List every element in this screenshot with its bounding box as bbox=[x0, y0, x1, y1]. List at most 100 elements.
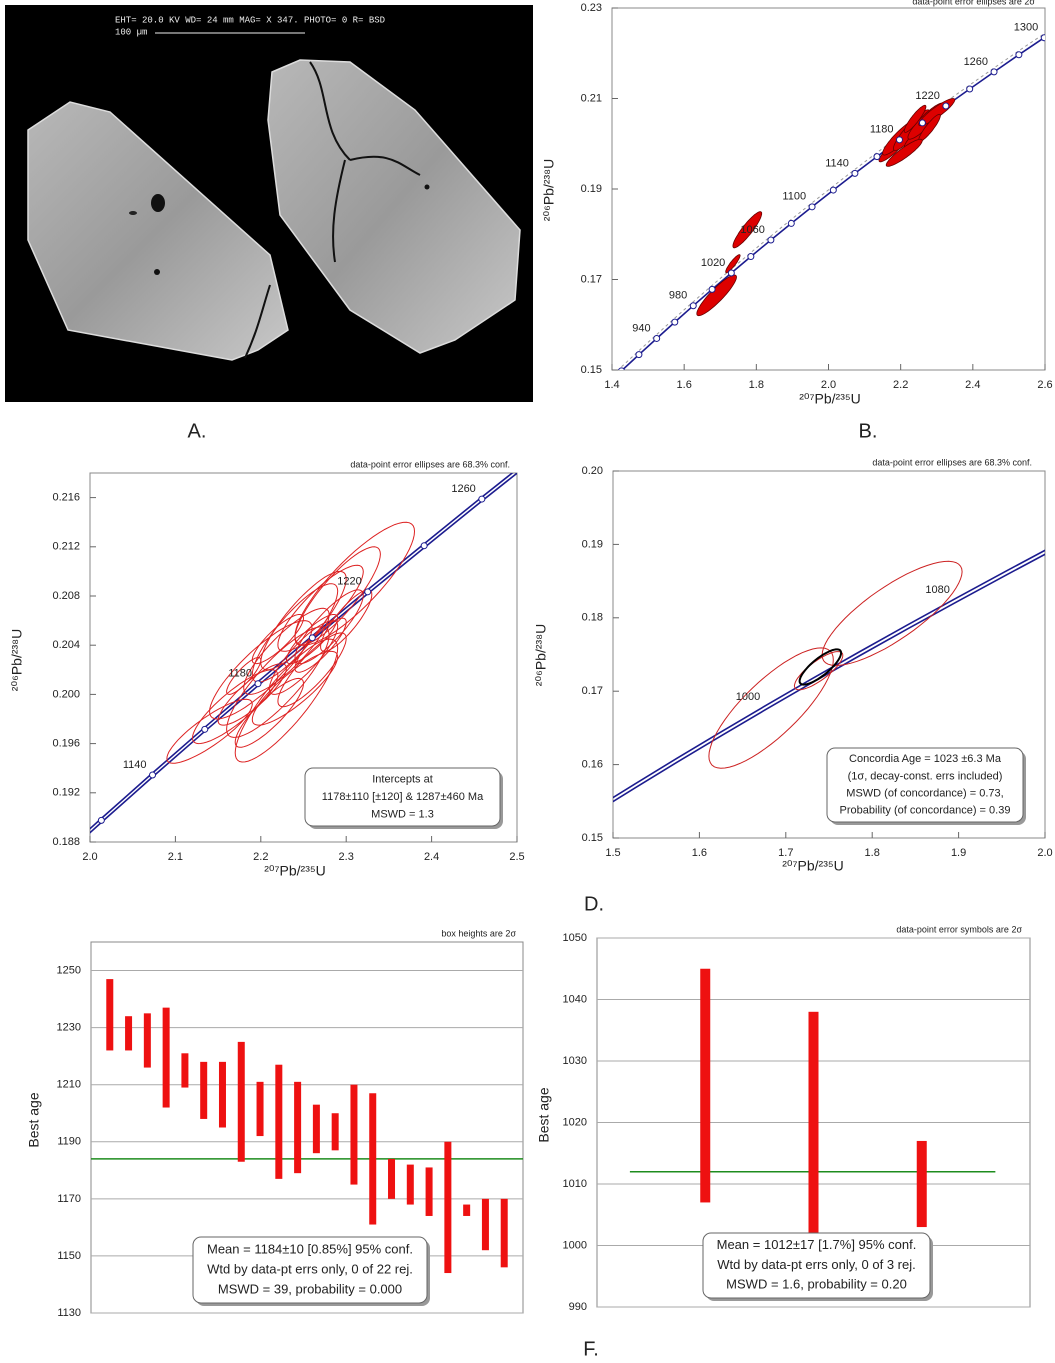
x-tick-label: 1.5 bbox=[605, 847, 620, 859]
age-marker bbox=[149, 771, 157, 779]
y-tick-label: 0.19 bbox=[582, 538, 603, 550]
inclusion bbox=[424, 184, 430, 190]
plot-area: 940 980 1020 1060 1100 1140 1180 1220 1260 1300 bbox=[618, 22, 1045, 370]
plot-area: 1140 1180 1220 1260 bbox=[90, 473, 517, 834]
chart-panel: data-point error symbols are 2σ 990 1000 10… bbox=[536, 924, 1031, 1313]
age-label: 1060 bbox=[740, 224, 764, 236]
error-ellipse bbox=[725, 254, 741, 274]
concordia-curve bbox=[90, 473, 514, 830]
annotation-text: Wtd by data-pt errs only, 0 of 3 rej. bbox=[717, 1257, 915, 1272]
age-label: 940 bbox=[632, 322, 650, 334]
age-marker bbox=[990, 68, 998, 76]
y-tick-label: 0.18 bbox=[582, 612, 603, 624]
annotation-text: Concordia Age = 1023 ±6.3 Ma bbox=[849, 753, 1002, 765]
x-tick-label: 2.5 bbox=[509, 851, 524, 863]
annotation-text: Intercepts at bbox=[372, 773, 433, 785]
x-tick-label: 1.8 bbox=[865, 847, 880, 859]
plot-area bbox=[629, 968, 996, 1234]
age-marker bbox=[308, 634, 316, 642]
age-box bbox=[369, 1093, 377, 1225]
error-ellipse bbox=[209, 620, 313, 720]
age-box bbox=[388, 1158, 396, 1199]
age-marker bbox=[808, 203, 816, 211]
age-box bbox=[444, 1141, 452, 1274]
error-ellipse bbox=[251, 614, 305, 665]
x-tick-label: 1.8 bbox=[749, 379, 764, 391]
error-ellipse bbox=[320, 589, 373, 652]
panel-label: B. bbox=[859, 420, 878, 442]
y-tick-label: 1050 bbox=[563, 932, 587, 944]
age-marker bbox=[1040, 34, 1045, 42]
error-ellipse bbox=[294, 521, 416, 646]
x-tick-label: 2.2 bbox=[893, 379, 908, 391]
age-box bbox=[181, 1053, 189, 1088]
age-marker bbox=[873, 153, 881, 161]
chart-title: data-point error ellipses are 2σ bbox=[912, 0, 1035, 6]
y-tick-label: 0.216 bbox=[52, 492, 80, 504]
age-marker bbox=[689, 302, 697, 310]
y-tick-label: 0.212 bbox=[52, 541, 80, 553]
age-label: 1100 bbox=[782, 191, 806, 203]
age-marker bbox=[254, 680, 262, 688]
x-tick-label: 2.4 bbox=[965, 379, 980, 391]
age-box bbox=[916, 1140, 927, 1228]
x-tick-label: 2.0 bbox=[1037, 847, 1052, 859]
age-marker bbox=[767, 236, 775, 244]
y-tick-label: 1150 bbox=[57, 1250, 81, 1262]
age-marker bbox=[618, 367, 625, 370]
age-label: 1140 bbox=[123, 759, 147, 771]
age-marker bbox=[1015, 51, 1023, 59]
chart-title: box heights are 2σ bbox=[441, 928, 516, 938]
age-label: 1220 bbox=[915, 90, 939, 102]
age-box bbox=[106, 979, 114, 1051]
annotation-text: 1178±110 [±120] & 1287±460 Ma bbox=[322, 791, 484, 803]
age-marker bbox=[635, 351, 643, 359]
age-marker bbox=[918, 119, 926, 127]
age-box bbox=[256, 1081, 264, 1137]
panel-label: D. bbox=[584, 893, 604, 915]
age-marker bbox=[829, 186, 837, 194]
age-marker bbox=[201, 725, 209, 733]
concordia-age-ellipse bbox=[798, 648, 843, 686]
age-marker bbox=[895, 136, 903, 144]
x-tick-label: 2.0 bbox=[82, 851, 97, 863]
y-tick-label: 0.204 bbox=[52, 639, 80, 651]
y-tick-label: 1170 bbox=[57, 1193, 81, 1205]
age-box bbox=[237, 1041, 245, 1162]
age-box bbox=[425, 1167, 433, 1216]
age-box bbox=[125, 1016, 133, 1051]
chart-panel: data-point error ellipses are 68.3% conf… bbox=[533, 457, 1053, 873]
sem-scale: 100 µm bbox=[115, 27, 147, 37]
age-marker bbox=[671, 318, 679, 326]
plot-area: 1000 1080 bbox=[613, 549, 1045, 803]
age-label: 1180 bbox=[870, 124, 894, 136]
error-ellipse bbox=[268, 620, 339, 695]
x-tick-label: 2.1 bbox=[168, 851, 183, 863]
annotation-text: Mean = 1012±17 [1.7%] 95% conf. bbox=[717, 1237, 917, 1252]
chart-panel: box heights are 2σ 1130 1150 1170 1190 1210 12… bbox=[26, 928, 524, 1319]
y-tick-label: 0.20 bbox=[582, 465, 603, 477]
age-marker bbox=[851, 169, 859, 177]
crystal bbox=[27, 101, 289, 361]
x-tick-label: 2.4 bbox=[424, 851, 439, 863]
chart-title: data-point error ellipses are 68.3% conf… bbox=[350, 459, 510, 469]
inclusion bbox=[154, 269, 160, 275]
y-tick-label: 1130 bbox=[57, 1307, 81, 1319]
chart-title: data-point error symbols are 2σ bbox=[896, 924, 1022, 934]
age-label: 1300 bbox=[1014, 22, 1038, 34]
chart-panel: data-point error ellipses are 68.3% conf… bbox=[9, 459, 525, 878]
y-tick-label: 1020 bbox=[563, 1116, 587, 1128]
annotation-text: MSWD (of concordance) = 0.73, bbox=[846, 788, 1003, 800]
age-marker bbox=[942, 102, 950, 110]
y-tick-label: 1230 bbox=[57, 1022, 81, 1034]
error-ellipse bbox=[217, 663, 287, 726]
age-marker bbox=[420, 542, 428, 550]
y-tick-label: 1250 bbox=[57, 964, 81, 976]
annotation-box bbox=[826, 747, 1024, 823]
concordia-curve bbox=[613, 553, 1045, 803]
error-ellipse bbox=[708, 647, 834, 769]
crack bbox=[244, 61, 421, 359]
age-box bbox=[294, 1081, 302, 1174]
age-label: 1080 bbox=[925, 584, 949, 596]
